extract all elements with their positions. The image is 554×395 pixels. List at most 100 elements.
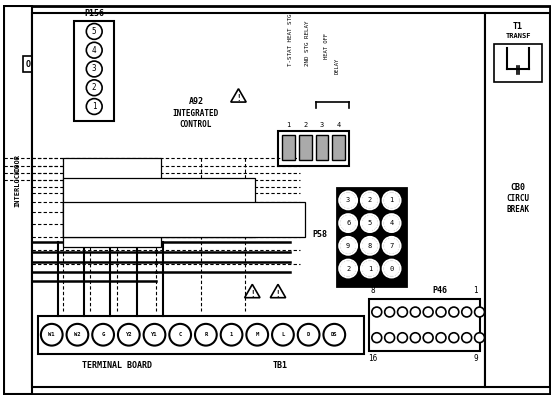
Text: O: O: [25, 60, 30, 69]
Text: L: L: [281, 332, 285, 337]
Text: P156: P156: [84, 9, 104, 18]
Text: T1: T1: [513, 22, 523, 31]
Text: 9: 9: [473, 354, 478, 363]
Circle shape: [411, 333, 420, 342]
Bar: [369, 299, 480, 350]
Text: W1: W1: [49, 332, 55, 337]
Circle shape: [449, 307, 459, 317]
Text: 5: 5: [92, 27, 96, 36]
Bar: [38, 316, 364, 354]
Text: CIRCU: CIRCU: [506, 194, 530, 203]
Text: 1: 1: [230, 332, 233, 337]
Circle shape: [436, 307, 446, 317]
Bar: [23, 56, 33, 72]
Bar: [63, 202, 305, 237]
Text: 1: 1: [286, 122, 290, 128]
Circle shape: [384, 307, 394, 317]
Text: !: !: [250, 290, 255, 299]
Text: 2: 2: [368, 198, 372, 203]
Text: A92: A92: [188, 97, 203, 106]
Circle shape: [384, 193, 399, 208]
Text: 8: 8: [368, 243, 372, 249]
Text: BREAK: BREAK: [506, 205, 530, 214]
Circle shape: [461, 307, 471, 317]
Circle shape: [86, 99, 102, 115]
Text: 0: 0: [389, 265, 394, 271]
Circle shape: [475, 333, 484, 342]
Circle shape: [384, 333, 394, 342]
Circle shape: [339, 237, 357, 255]
Polygon shape: [245, 284, 260, 298]
Bar: [485, 13, 550, 387]
Bar: [337, 188, 407, 286]
Text: 6: 6: [346, 220, 350, 226]
Text: 1: 1: [368, 265, 372, 271]
Circle shape: [341, 239, 356, 253]
Circle shape: [411, 307, 420, 317]
Circle shape: [423, 333, 433, 342]
Circle shape: [362, 216, 377, 231]
Circle shape: [398, 307, 407, 317]
Text: TRANSF: TRANSF: [505, 33, 531, 40]
Text: INTERLOCK: INTERLOCK: [14, 168, 20, 207]
Bar: [282, 135, 295, 160]
Text: DELAY: DELAY: [335, 58, 340, 74]
Bar: [278, 131, 349, 166]
Circle shape: [362, 239, 377, 253]
Text: R: R: [204, 332, 208, 337]
Text: P58: P58: [312, 230, 327, 239]
Bar: [316, 135, 329, 160]
Text: C: C: [178, 332, 182, 337]
Circle shape: [297, 324, 320, 346]
Circle shape: [247, 324, 268, 346]
Circle shape: [341, 261, 356, 276]
Circle shape: [86, 24, 102, 40]
Text: D: D: [307, 332, 310, 337]
Circle shape: [384, 216, 399, 231]
Circle shape: [475, 307, 484, 317]
Circle shape: [384, 239, 399, 253]
Circle shape: [372, 333, 382, 342]
Circle shape: [383, 237, 401, 255]
Text: 8: 8: [371, 286, 375, 295]
Circle shape: [66, 324, 88, 346]
Text: 2: 2: [303, 122, 307, 128]
Circle shape: [361, 192, 379, 209]
Circle shape: [383, 192, 401, 209]
Circle shape: [372, 307, 382, 317]
Circle shape: [93, 324, 114, 346]
Text: 7: 7: [389, 243, 394, 249]
Text: !: !: [276, 290, 280, 299]
Bar: [494, 44, 542, 82]
Circle shape: [461, 333, 471, 342]
Text: Y2: Y2: [126, 332, 132, 337]
Circle shape: [272, 324, 294, 346]
Text: T-STAT HEAT STG: T-STAT HEAT STG: [288, 13, 293, 66]
Circle shape: [362, 193, 377, 208]
Text: W2: W2: [74, 332, 81, 337]
Text: M: M: [255, 332, 259, 337]
Circle shape: [341, 193, 356, 208]
Text: 5: 5: [368, 220, 372, 226]
Bar: [63, 178, 255, 237]
Circle shape: [361, 237, 379, 255]
Circle shape: [41, 324, 63, 346]
Bar: [4, 6, 32, 394]
Text: 3: 3: [92, 64, 96, 73]
Text: 4: 4: [92, 46, 96, 55]
Circle shape: [341, 216, 356, 231]
Text: 16: 16: [368, 354, 377, 363]
Polygon shape: [270, 284, 286, 298]
Circle shape: [86, 61, 102, 77]
Circle shape: [324, 324, 345, 346]
Text: TERMINAL BOARD: TERMINAL BOARD: [82, 361, 152, 370]
Text: P46: P46: [433, 286, 448, 295]
Text: G: G: [101, 332, 105, 337]
Circle shape: [361, 260, 379, 277]
Circle shape: [143, 324, 165, 346]
Circle shape: [339, 192, 357, 209]
Text: CONTROL: CONTROL: [180, 120, 212, 129]
Circle shape: [220, 324, 243, 346]
Text: 9: 9: [346, 243, 350, 249]
Circle shape: [384, 261, 399, 276]
